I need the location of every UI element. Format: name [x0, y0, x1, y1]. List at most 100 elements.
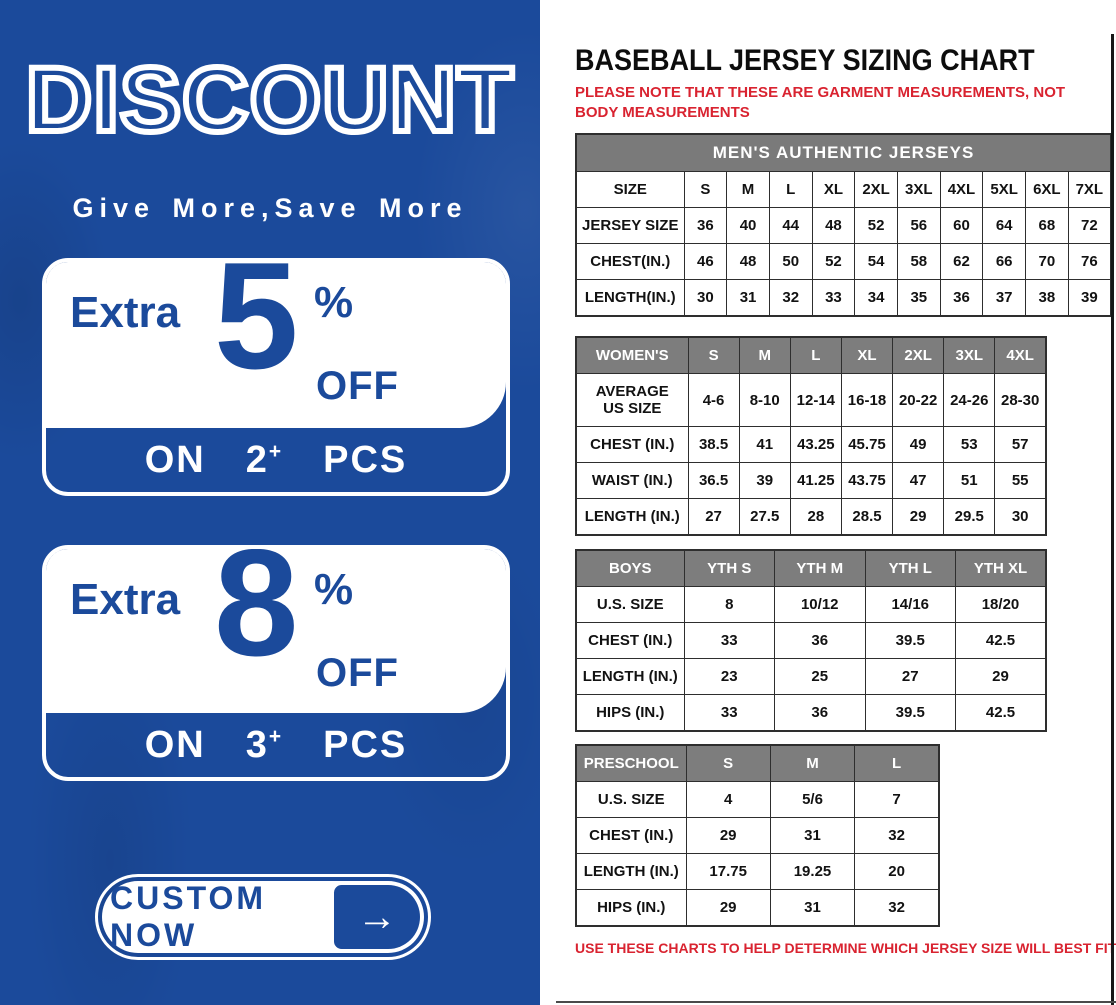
discount-tagline: Give More,Save More: [72, 193, 468, 223]
table-cell: 70: [1025, 243, 1069, 280]
table-cell: 8: [683, 586, 775, 623]
table-row: CHEST (IN.) 38.5 41 43.25 45.75 49 53 57: [575, 426, 1047, 463]
table-header-cell: 2XL: [892, 336, 945, 374]
table-cell: 28.5: [840, 498, 894, 536]
table-cell: 54: [854, 243, 898, 280]
table-cell: 41.25: [789, 462, 842, 499]
table-header-cell: WOMEN'S: [575, 336, 689, 374]
table-cell: 24-26: [943, 373, 996, 427]
offer-card-top: Extra 5 % OFF: [46, 262, 506, 428]
table-cell: 25: [774, 658, 866, 695]
table-row: MEN'S AUTHENTIC JERSEYS: [575, 133, 1112, 172]
table-row: LENGTH(IN.) 30 31 32 33 34 35 36 37 38 39: [575, 279, 1112, 317]
table-row: HIPS (IN.) 33 36 39.5 42.5: [575, 694, 1047, 732]
table-cell: 45.75: [840, 426, 894, 463]
table-row: AVERAGE US SIZE 4-6 8-10 12-14 16-18 20-22 24-…: [575, 373, 1047, 427]
table-cell: 40: [726, 207, 770, 244]
table-cell: 29: [685, 889, 771, 927]
table-cell: 39.5: [864, 694, 956, 732]
table-cell: 32: [854, 889, 940, 927]
custom-now-button[interactable]: CUSTOM NOW →: [95, 874, 431, 960]
table-cell: 29: [955, 658, 1047, 695]
table-cell: 36: [939, 279, 984, 317]
preschool-table: PRESCHOOL S M L U.S. SIZE 4 5/6 7 CHEST (IN.) 29 3…: [575, 744, 940, 927]
offer-card-5-percent: Extra 5 % OFF ON 2+ PCS: [42, 258, 510, 496]
table-header-cell: LENGTH (IN.): [575, 658, 685, 695]
percent-sign: %: [314, 278, 354, 327]
table-header-cell: HIPS (IN.): [575, 889, 687, 927]
table-cell: 33: [683, 694, 775, 732]
table-cell: 50: [768, 243, 813, 280]
table-header-cell: M: [769, 744, 856, 782]
table-cell: 47: [892, 462, 945, 499]
table-cell: 4XL: [939, 171, 984, 208]
table-cell: 27: [864, 658, 956, 695]
offer-quantity: 2+: [245, 438, 284, 481]
offer-off-label: OFF: [316, 651, 399, 695]
table-row: WOMEN'S S M L XL 2XL 3XL 4XL: [575, 336, 1047, 374]
table-cell: 8-10: [738, 373, 791, 427]
table-cell: 31: [726, 279, 770, 317]
table-cell: 42.5: [955, 622, 1047, 659]
table-cell: 6XL: [1025, 171, 1069, 208]
offer-off-label: OFF: [316, 364, 399, 408]
table-cell: 58: [896, 243, 941, 280]
table-cell: 29: [685, 817, 771, 854]
table-header-cell: CHEST(IN.): [575, 243, 685, 280]
table-cell: 18/20: [955, 586, 1047, 623]
table-row: LENGTH (IN.) 23 25 27 29: [575, 658, 1047, 695]
table-cell: 27: [687, 498, 740, 536]
table-header-cell: YTH XL: [955, 549, 1047, 587]
table-cell: 38.5: [687, 426, 740, 463]
table-cell: 60: [939, 207, 984, 244]
discount-headline: DISCOUNT: [23, 46, 516, 154]
offer-on-label: ON: [144, 723, 206, 766]
custom-now-label: CUSTOM NOW: [110, 880, 267, 953]
table-header-cell: S: [687, 336, 740, 374]
table-header-cell: JERSEY SIZE: [575, 207, 685, 244]
table-cell: 37: [982, 279, 1026, 317]
offer-extra-label: Extra: [70, 288, 181, 337]
table-header-cell: LENGTH (IN.): [575, 498, 689, 536]
table-row: LENGTH (IN.) 27 27.5 28 28.5 29 29.5 30: [575, 498, 1047, 536]
offer-condition-bar: ON 3+ PCS: [46, 713, 506, 777]
boys-table: BOYS YTH S YTH M YTH L YTH XL U.S. SIZE 8 10/12…: [575, 549, 1047, 732]
table-header-cell: SIZE: [575, 171, 685, 208]
table-cell: 29: [892, 498, 945, 536]
table-cell: 57: [994, 426, 1047, 463]
offer-extra-label: Extra: [70, 575, 181, 624]
table-header-cell: U.S. SIZE: [575, 586, 685, 623]
offer-quantity: 3+: [245, 723, 284, 766]
table-row: CHEST (IN.) 29 31 32: [575, 817, 940, 854]
table-cell: 23: [683, 658, 775, 695]
table-cell: 29.5: [943, 498, 996, 536]
table-cell: 39: [1067, 279, 1112, 317]
table-cell: 51: [943, 462, 996, 499]
discount-banner: DISCOUNT Give More,Save More Extra 5 % O…: [0, 0, 540, 1005]
table-row: PRESCHOOL S M L: [575, 744, 940, 782]
table-cell: 28: [789, 498, 842, 536]
table-cell: 28-30: [994, 373, 1047, 427]
table-cell: 30: [683, 279, 728, 317]
table-cell: 34: [854, 279, 898, 317]
table-row: HIPS (IN.) 29 31 32: [575, 889, 940, 927]
table-row: WAIST (IN.) 36.5 39 41.25 43.75 47 51 55: [575, 462, 1047, 499]
table-header-cell: CHEST (IN.): [575, 426, 689, 463]
mens-table: MEN'S AUTHENTIC JERSEYS SIZE S M L XL 2XL 3XL 4X…: [575, 133, 1112, 317]
sizing-chart-title: BASEBALL JERSEY SIZING CHART: [575, 44, 1035, 77]
sizing-chart-panel: BASEBALL JERSEY SIZING CHART PLEASE NOTE…: [540, 0, 1116, 1005]
table-cell: 17.75: [685, 853, 771, 890]
table-header-cell: WAIST (IN.): [575, 462, 689, 499]
table-cell: 30: [994, 498, 1047, 536]
table-cell: 3XL: [896, 171, 941, 208]
table-header-cell: CHEST (IN.): [575, 622, 685, 659]
table-row: BOYS YTH S YTH M YTH L YTH XL: [575, 549, 1047, 587]
womens-table: WOMEN'S S M L XL 2XL 3XL 4XL AVERAGE US SIZE 4-6 8…: [575, 336, 1047, 536]
table-cell: L: [768, 171, 813, 208]
table-header-cell: YTH L: [864, 549, 956, 587]
table-cell: 43.25: [789, 426, 842, 463]
table-cell: 43.75: [840, 462, 894, 499]
table-cell: 36: [774, 694, 866, 732]
table-cell: 14/16: [864, 586, 956, 623]
table-header-cell: XL: [840, 336, 894, 374]
